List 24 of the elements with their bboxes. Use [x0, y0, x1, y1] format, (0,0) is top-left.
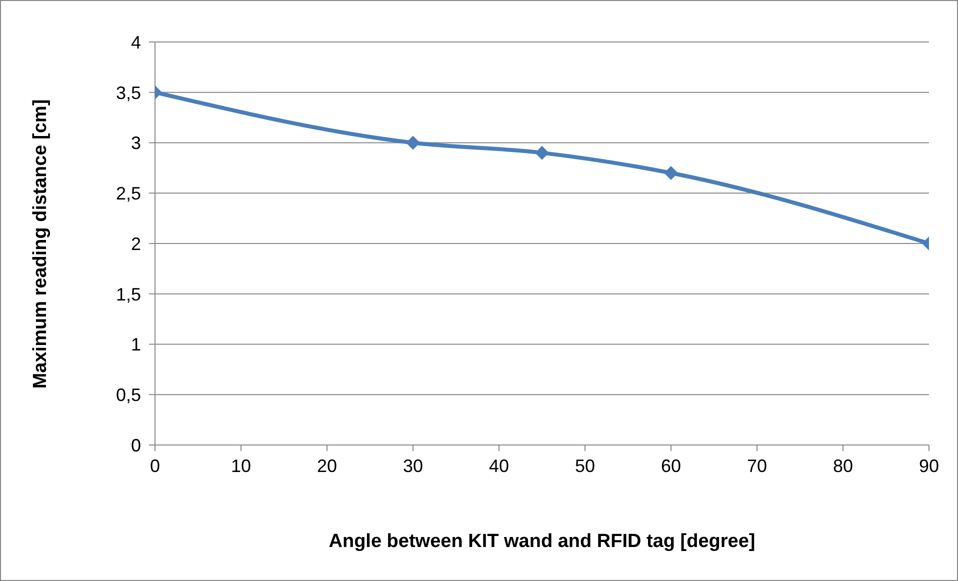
y-tick-label: 4	[130, 32, 141, 52]
point	[406, 136, 420, 150]
y-axis-title: Maximum reading distance [cm]	[30, 99, 52, 389]
y-tick-label: 1,5	[116, 284, 141, 304]
x-tick-label: 30	[402, 456, 424, 476]
x-tick-label: 50	[574, 456, 596, 476]
y-tick-label: 3,5	[116, 82, 141, 103]
x-tick-label: 20	[316, 456, 338, 476]
point	[664, 166, 678, 180]
x-tick-label: 90	[918, 456, 940, 476]
y-tick-label: 1	[130, 334, 141, 355]
y-tick-label: 2,5	[116, 184, 141, 204]
x-tick-label: 0	[150, 456, 160, 476]
y-tick-label: 2	[130, 234, 141, 254]
x-tick-label: 70	[746, 456, 768, 476]
x-tick-label: 60	[660, 456, 682, 476]
y-tick-label: 3	[130, 133, 141, 154]
x-tick-label: 80	[832, 456, 854, 476]
x-axis-title: Angle between KIT wand and RFID tag [degree]	[328, 531, 756, 553]
point	[535, 146, 549, 160]
y-tick-label: 0	[130, 435, 141, 456]
x-tick-label: 10	[230, 456, 252, 476]
x-tick-label: 40	[488, 456, 510, 476]
y-tick-label: 0,5	[116, 385, 141, 406]
